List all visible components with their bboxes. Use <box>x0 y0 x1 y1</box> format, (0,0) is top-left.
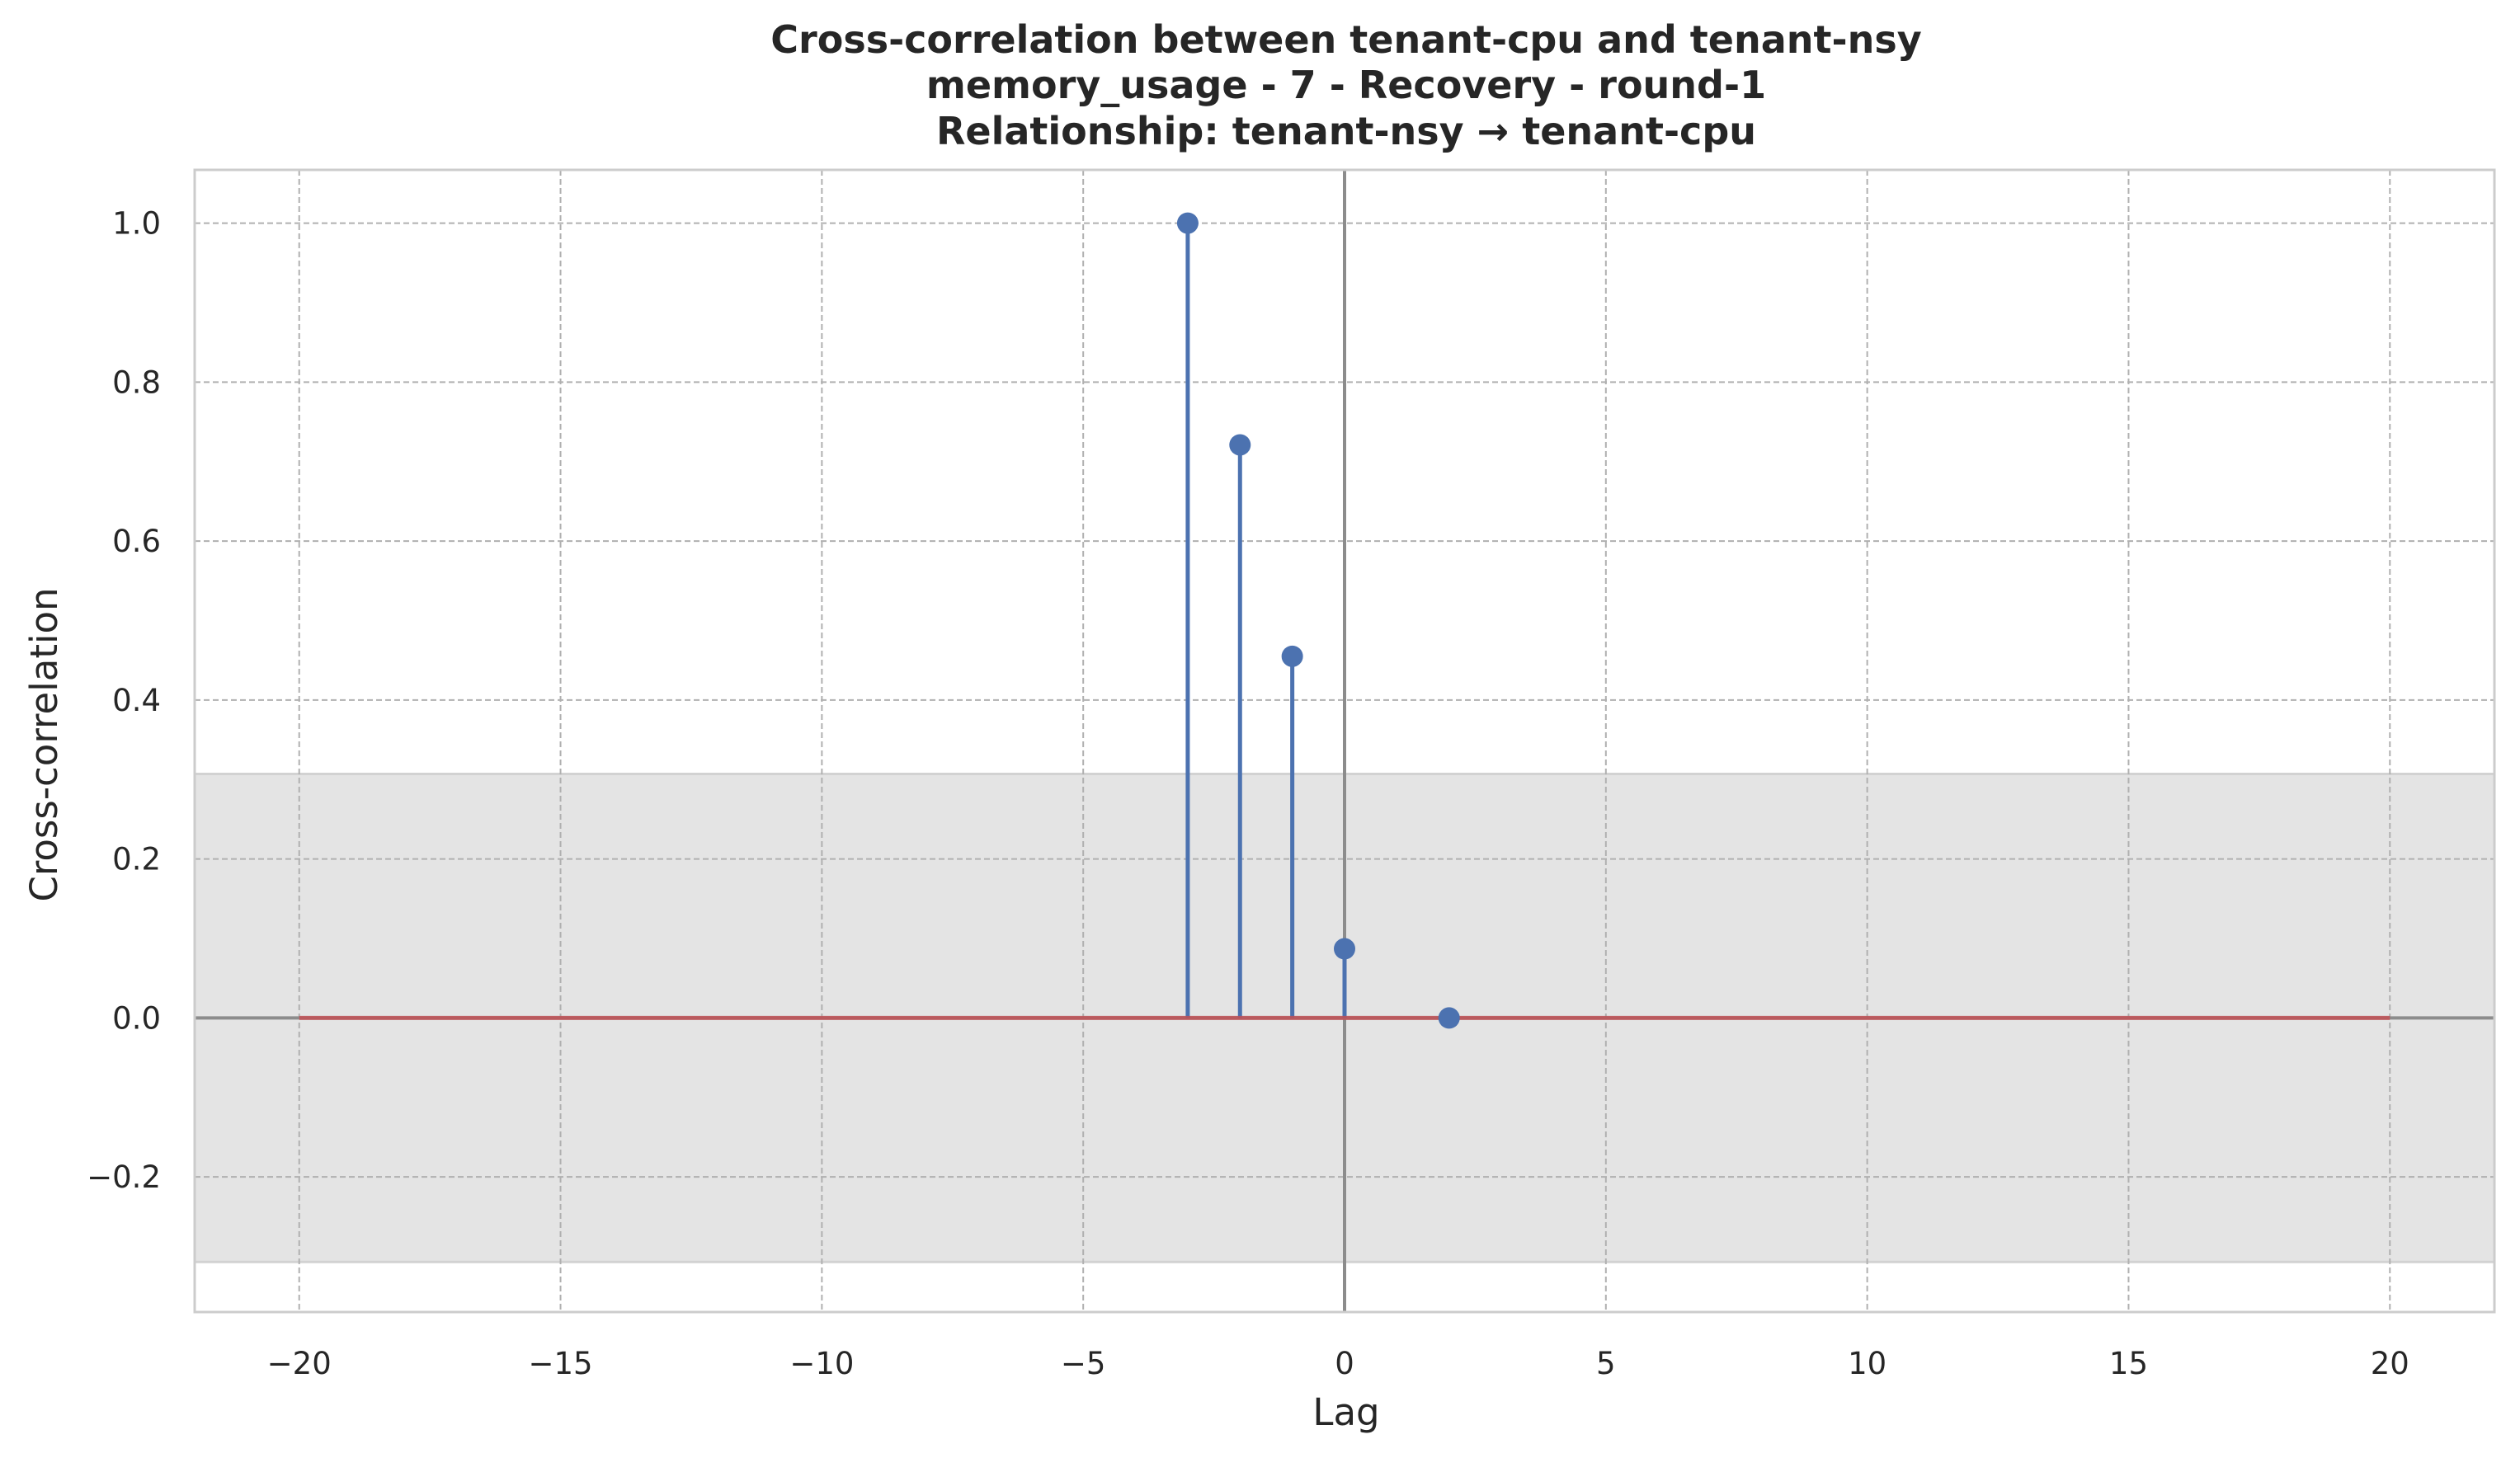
y-axis-label: Cross-correlation <box>22 587 66 901</box>
chart-title-line-1: Cross-correlation between tenant-cpu and… <box>770 17 1921 62</box>
y-tick-label: 0.0 <box>112 1000 161 1036</box>
y-tick-label: −0.2 <box>87 1159 161 1195</box>
x-tick-label: −20 <box>267 1346 332 1381</box>
y-tick-label: 0.2 <box>112 842 161 877</box>
x-tick-label: −10 <box>789 1346 854 1381</box>
plot-frame <box>193 168 2496 1314</box>
stem-marker <box>1176 212 1199 234</box>
x-tick-label: 10 <box>1848 1346 1886 1381</box>
x-tick-label: −15 <box>528 1346 592 1381</box>
y-tick-label: 0.8 <box>112 364 161 400</box>
x-tick-label: 15 <box>2109 1346 2148 1381</box>
y-tick-label: 0.6 <box>112 524 161 559</box>
plot-area: −20 −15 −10 −5 0 5 10 15 20 −0.2 0.0 0.2 0.4 0.6 0.8 1.… <box>87 168 2496 1381</box>
x-tick-label: −5 <box>1061 1346 1106 1381</box>
stem-marker <box>1281 645 1303 667</box>
y-tick-label: 0.4 <box>112 683 161 718</box>
stem-marker <box>1334 938 1355 960</box>
x-tick-label: 5 <box>1596 1346 1616 1381</box>
x-axis-label: Lag <box>1312 1390 1379 1434</box>
chart-title-line-2: memory_usage - 7 - Recovery - round-1 <box>926 63 1766 107</box>
y-tick-label: 1.0 <box>112 206 161 242</box>
x-tick-label: 0 <box>1335 1346 1354 1381</box>
x-tick-label: 20 <box>2371 1346 2409 1381</box>
chart-title-line-3: Relationship: tenant-nsy → tenant-cpu <box>936 109 1756 153</box>
stem-marker <box>1438 1007 1460 1029</box>
stem-marker <box>1229 434 1251 456</box>
